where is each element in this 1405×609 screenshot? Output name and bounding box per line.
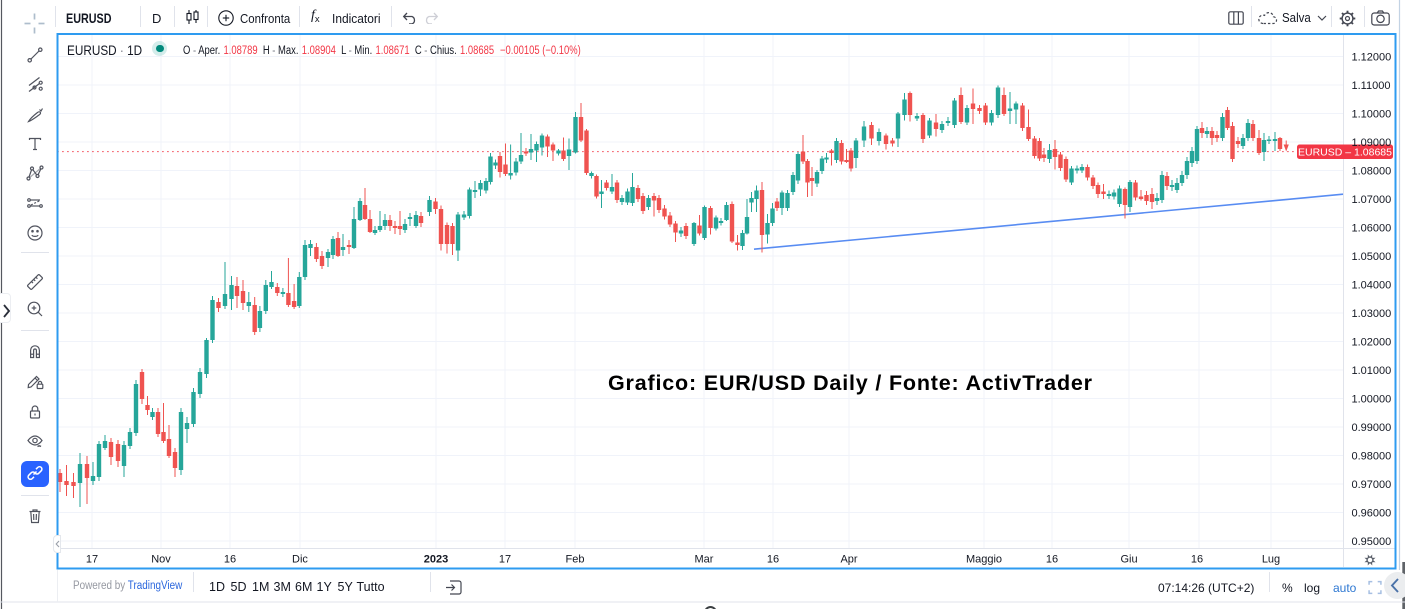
svg-text:Feb: Feb: [566, 554, 585, 566]
svg-text:0.97000: 0.97000: [1352, 479, 1392, 491]
svg-text:1.03000: 1.03000: [1352, 308, 1392, 320]
svg-text:1.10000: 1.10000: [1352, 108, 1392, 120]
svg-text:17: 17: [499, 554, 511, 566]
svg-text:1.00000: 1.00000: [1352, 393, 1392, 405]
svg-text:0.99000: 0.99000: [1352, 422, 1392, 434]
svg-text:17: 17: [86, 554, 98, 566]
svg-text:1.05000: 1.05000: [1352, 251, 1392, 263]
svg-text:16: 16: [1046, 554, 1058, 566]
svg-text:Nov: Nov: [151, 554, 171, 566]
svg-text:1.02000: 1.02000: [1352, 336, 1392, 348]
svg-text:1.04000: 1.04000: [1352, 279, 1392, 291]
svg-text:0.98000: 0.98000: [1352, 450, 1392, 462]
svg-text:16: 16: [1191, 554, 1203, 566]
svg-text:Lug: Lug: [1262, 554, 1280, 566]
svg-text:Giu: Giu: [1120, 554, 1137, 566]
svg-text:Apr: Apr: [840, 554, 857, 566]
svg-text:Mar: Mar: [695, 554, 714, 566]
svg-text:16: 16: [767, 554, 779, 566]
svg-text:1.09000: 1.09000: [1352, 137, 1392, 149]
svg-text:0.95000: 0.95000: [1352, 536, 1392, 548]
svg-text:Maggio: Maggio: [966, 554, 1002, 566]
svg-text:1.11000: 1.11000: [1352, 80, 1391, 92]
svg-text:EURUSD – 1.08685: EURUSD – 1.08685: [1298, 147, 1392, 159]
svg-text:1.08000: 1.08000: [1352, 165, 1392, 177]
svg-text:2023: 2023: [424, 554, 448, 566]
svg-text:16: 16: [224, 554, 236, 566]
svg-text:0.96000: 0.96000: [1352, 507, 1392, 519]
svg-text:1.01000: 1.01000: [1352, 365, 1392, 377]
svg-text:1.07000: 1.07000: [1352, 194, 1392, 206]
svg-text:1.12000: 1.12000: [1352, 51, 1392, 63]
svg-text:Dic: Dic: [292, 554, 308, 566]
svg-text:1.06000: 1.06000: [1352, 222, 1392, 234]
